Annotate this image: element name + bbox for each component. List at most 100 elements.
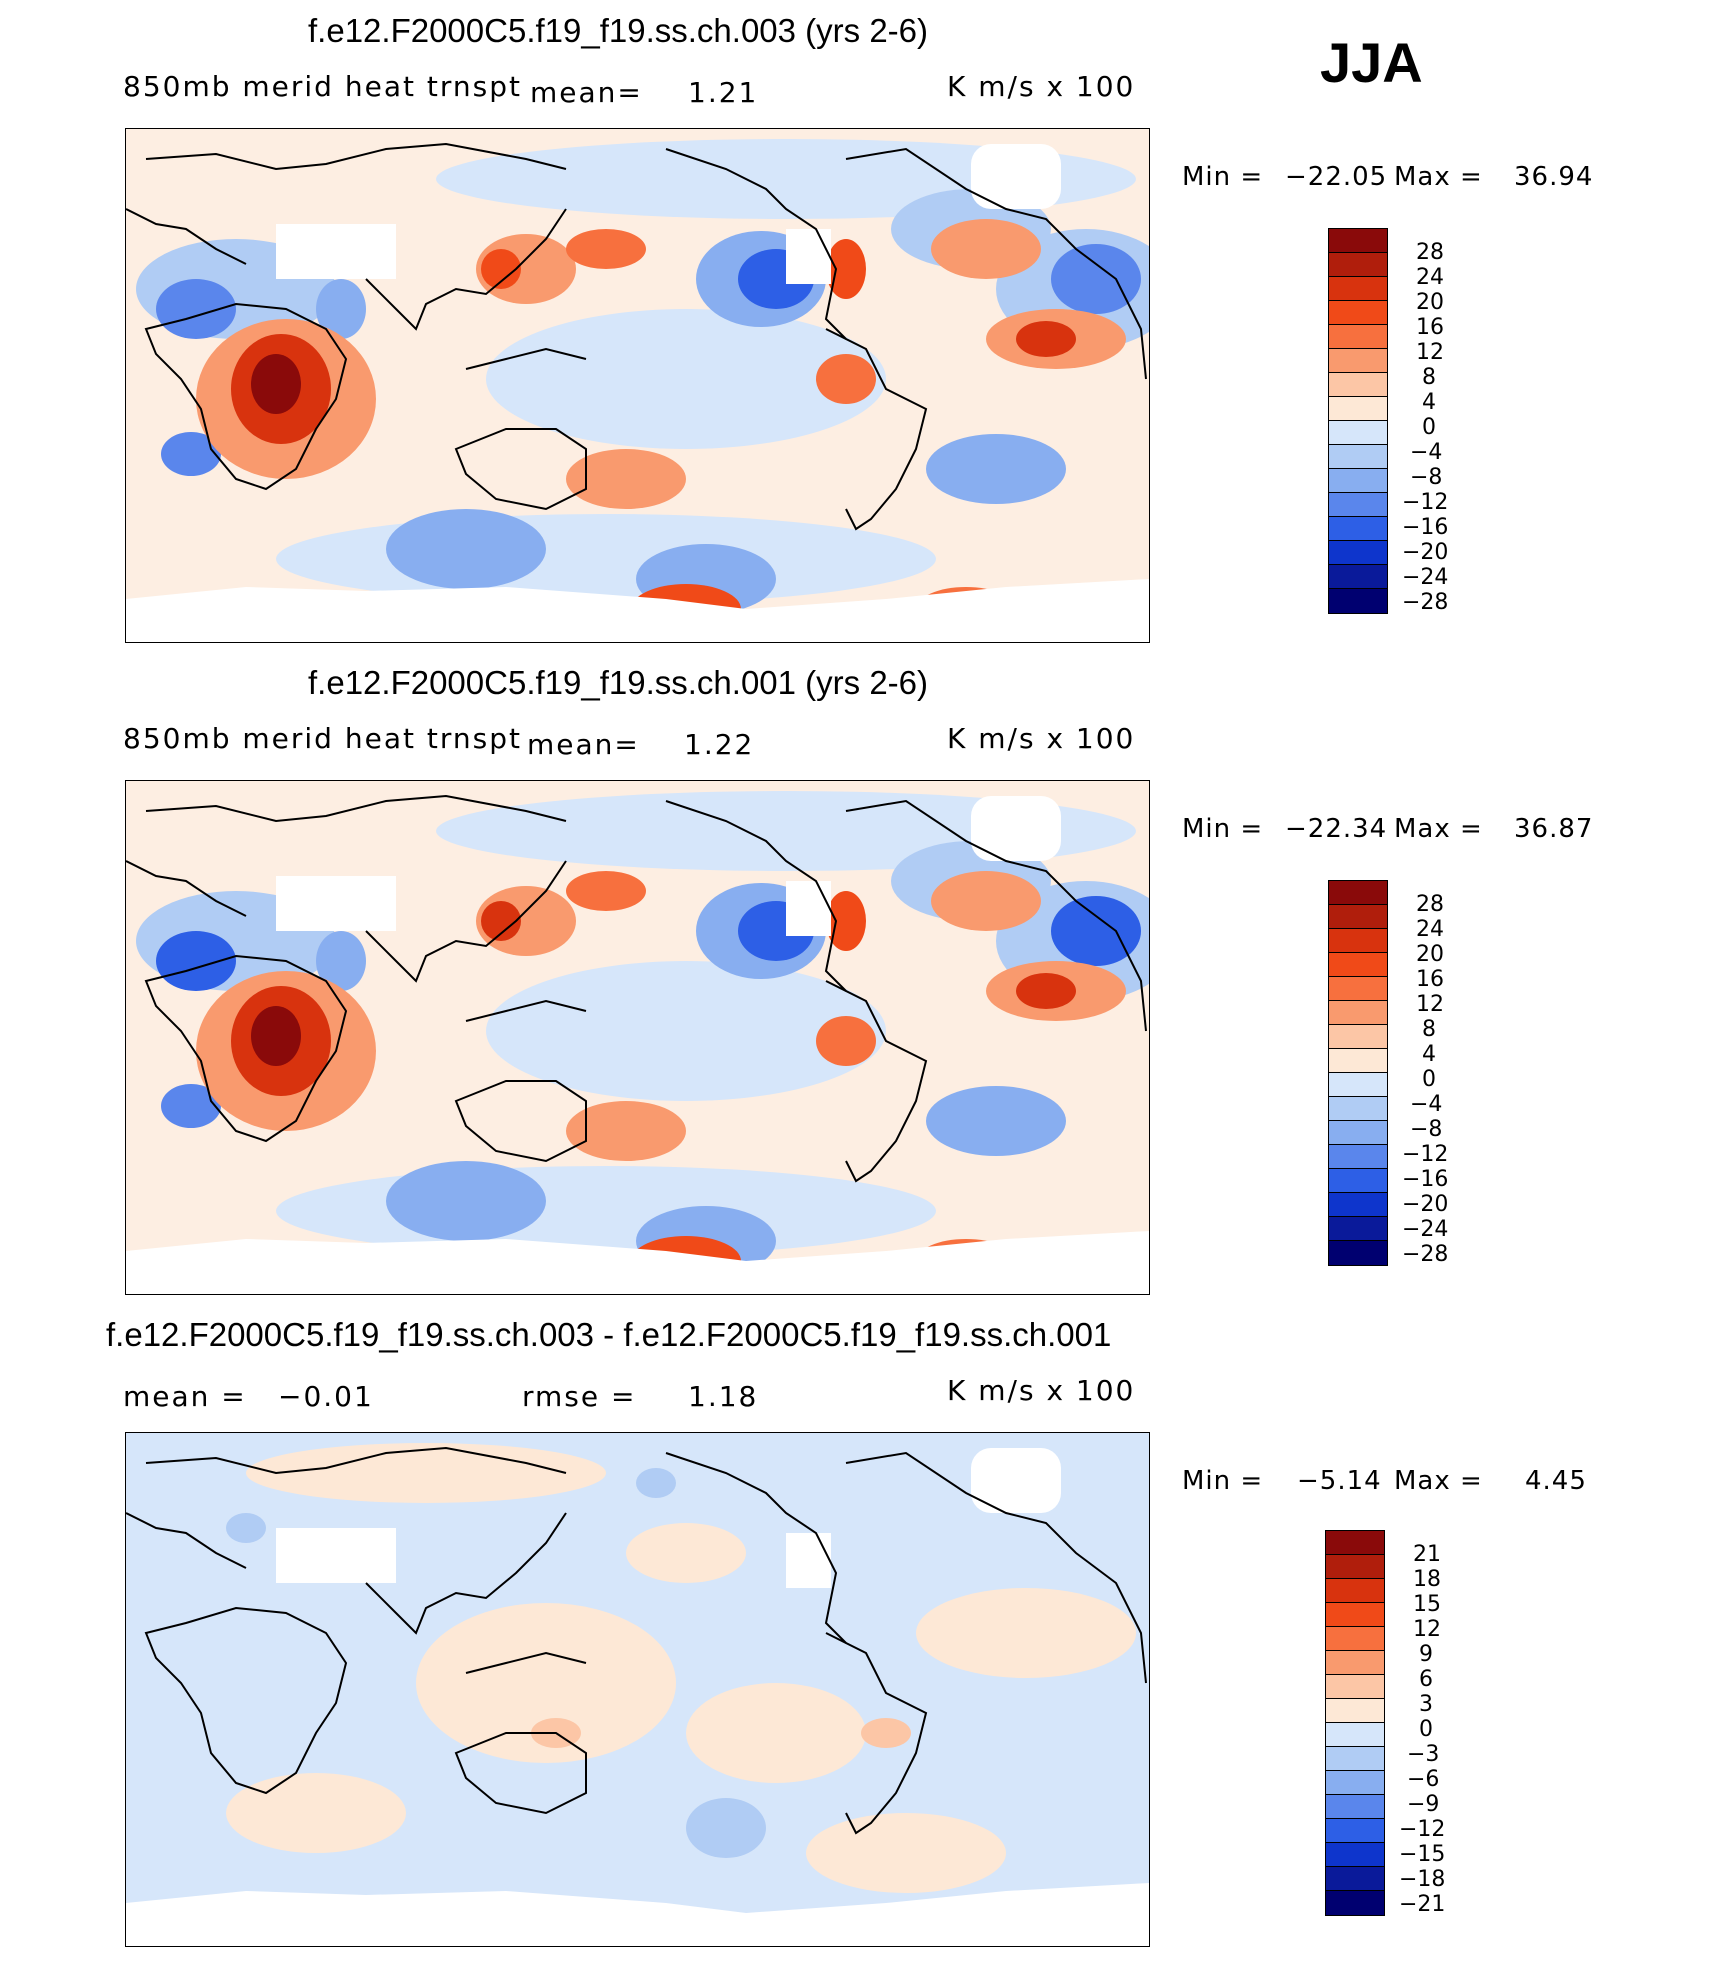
colorbar-label: −16 [1402,1167,1449,1192]
panel-2-units: K m/s x 100 [947,722,1136,755]
colorbar-label: 28 [1416,240,1444,265]
panel-1-map [125,128,1150,643]
map-region [686,1798,766,1858]
colorbar-label: −20 [1402,1192,1449,1217]
panel-2-mean-label: mean= [527,728,640,761]
map-coastlines [126,142,1147,531]
map-missing [786,1533,831,1588]
colorbar-swatch [1326,1795,1384,1819]
panel-2-max-value: 36.87 [1514,814,1594,844]
panel-3-title: f.e12.F2000C5.f19_f19.ss.ch.003 - f.e12.… [106,1316,1112,1353]
colorbar-swatch [1326,1603,1384,1627]
colorbar-label: −24 [1402,565,1449,590]
map-region [251,354,301,414]
colorbar-swatch [1329,445,1387,469]
colorbar-label: 15 [1413,1592,1441,1617]
map-region [161,1084,221,1128]
panel-3-mean-value: −0.01 [278,1380,374,1413]
panel-3-units: K m/s x 100 [947,1374,1136,1407]
colorbar-label: 16 [1416,967,1444,992]
panel-1-mean-label: mean= [530,76,643,109]
colorbar-swatch [1329,1025,1387,1049]
colorbar-label: −21 [1399,1892,1446,1917]
colorbar-label: −6 [1407,1767,1440,1792]
map-region [481,901,521,941]
colorbar-swatch [1329,1073,1387,1097]
colorbar-label: 12 [1416,340,1444,365]
colorbar-label: −8 [1410,1117,1443,1142]
colorbar-swatch [1329,421,1387,445]
colorbar-label: 0 [1422,1067,1436,1092]
colorbar-label: −12 [1402,490,1449,515]
colorbar-swatch [1326,1579,1384,1603]
map-region [1051,244,1141,314]
map-region [246,1443,606,1503]
panel-1-variable: 850mb merid heat trnspt [123,70,522,103]
map-region [566,229,646,269]
colorbar-swatch [1329,517,1387,541]
colorbar-label: −4 [1410,440,1443,465]
panel-2-map-svg [126,791,1149,1294]
panel-1-max-value: 36.94 [1514,162,1594,192]
colorbar-swatch [1329,1001,1387,1025]
colorbar-label: 16 [1416,315,1444,340]
colorbar-label: −8 [1410,465,1443,490]
map-missing [971,796,1061,861]
map-region [816,1016,876,1066]
colorbar-swatch [1329,1049,1387,1073]
colorbar-swatch [1326,1747,1384,1771]
colorbar-swatch [1329,373,1387,397]
season-label: JJA [1320,31,1423,94]
map-region [566,871,646,911]
panel-3-min-label: Min = [1182,1466,1264,1496]
panel-3-rmse-label: rmse = [522,1380,637,1413]
colorbar-swatch [1329,1193,1387,1217]
map-region [861,1718,911,1748]
panel-2-min-value: −22.34 [1285,814,1388,844]
panel-1-max-label: Max = [1394,162,1483,192]
colorbar-label: 3 [1419,1692,1433,1717]
map-region [316,279,366,339]
panel-1-min-label: Min = [1182,162,1264,192]
colorbar-label: 0 [1419,1717,1433,1742]
colorbar-swatch [1329,1097,1387,1121]
colorbar-swatch [1329,881,1387,905]
map-region [636,1468,676,1498]
colorbar-swatch [1329,1121,1387,1145]
map-region [926,434,1066,504]
colorbar-label: 20 [1416,290,1444,315]
colorbar-swatch [1326,1867,1384,1891]
colorbar-swatch [1329,229,1387,253]
panel-2-min-label: Min = [1182,814,1264,844]
map-region [226,1773,406,1853]
colorbar-swatch [1326,1819,1384,1843]
colorbar-swatch [1329,1241,1387,1265]
map-antarctica [126,1231,1149,1294]
map-missing [276,1528,396,1583]
panel-1-map-svg [126,139,1149,642]
colorbar-label: 4 [1422,390,1436,415]
panel-3-max-label: Max = [1394,1466,1483,1496]
colorbar-swatch [1329,1145,1387,1169]
colorbar-label: −9 [1407,1792,1440,1817]
colorbar-swatch [1329,977,1387,1001]
colorbar-swatch [1326,1555,1384,1579]
map-coastlines [126,1446,1147,1835]
colorbar-label: 24 [1416,917,1444,942]
panel-1-mean-value: 1.21 [688,76,759,109]
colorbar-label: 12 [1416,992,1444,1017]
colorbar-swatch [1329,301,1387,325]
panel-2-title: f.e12.F2000C5.f19_f19.ss.ch.001 (yrs 2-6… [308,664,929,701]
map-region [686,1683,866,1783]
colorbar-label: −24 [1402,1217,1449,1242]
map-coastlines [126,794,1147,1183]
panel-1-units: K m/s x 100 [947,70,1136,103]
colorbar-label: 20 [1416,942,1444,967]
map-region [626,1523,746,1583]
panel-3-colorbar [1325,1530,1385,1916]
colorbar-label: −28 [1402,590,1449,615]
map-missing [276,876,396,931]
map-region [931,219,1041,279]
map-region [386,1161,546,1241]
map-region [156,931,236,991]
